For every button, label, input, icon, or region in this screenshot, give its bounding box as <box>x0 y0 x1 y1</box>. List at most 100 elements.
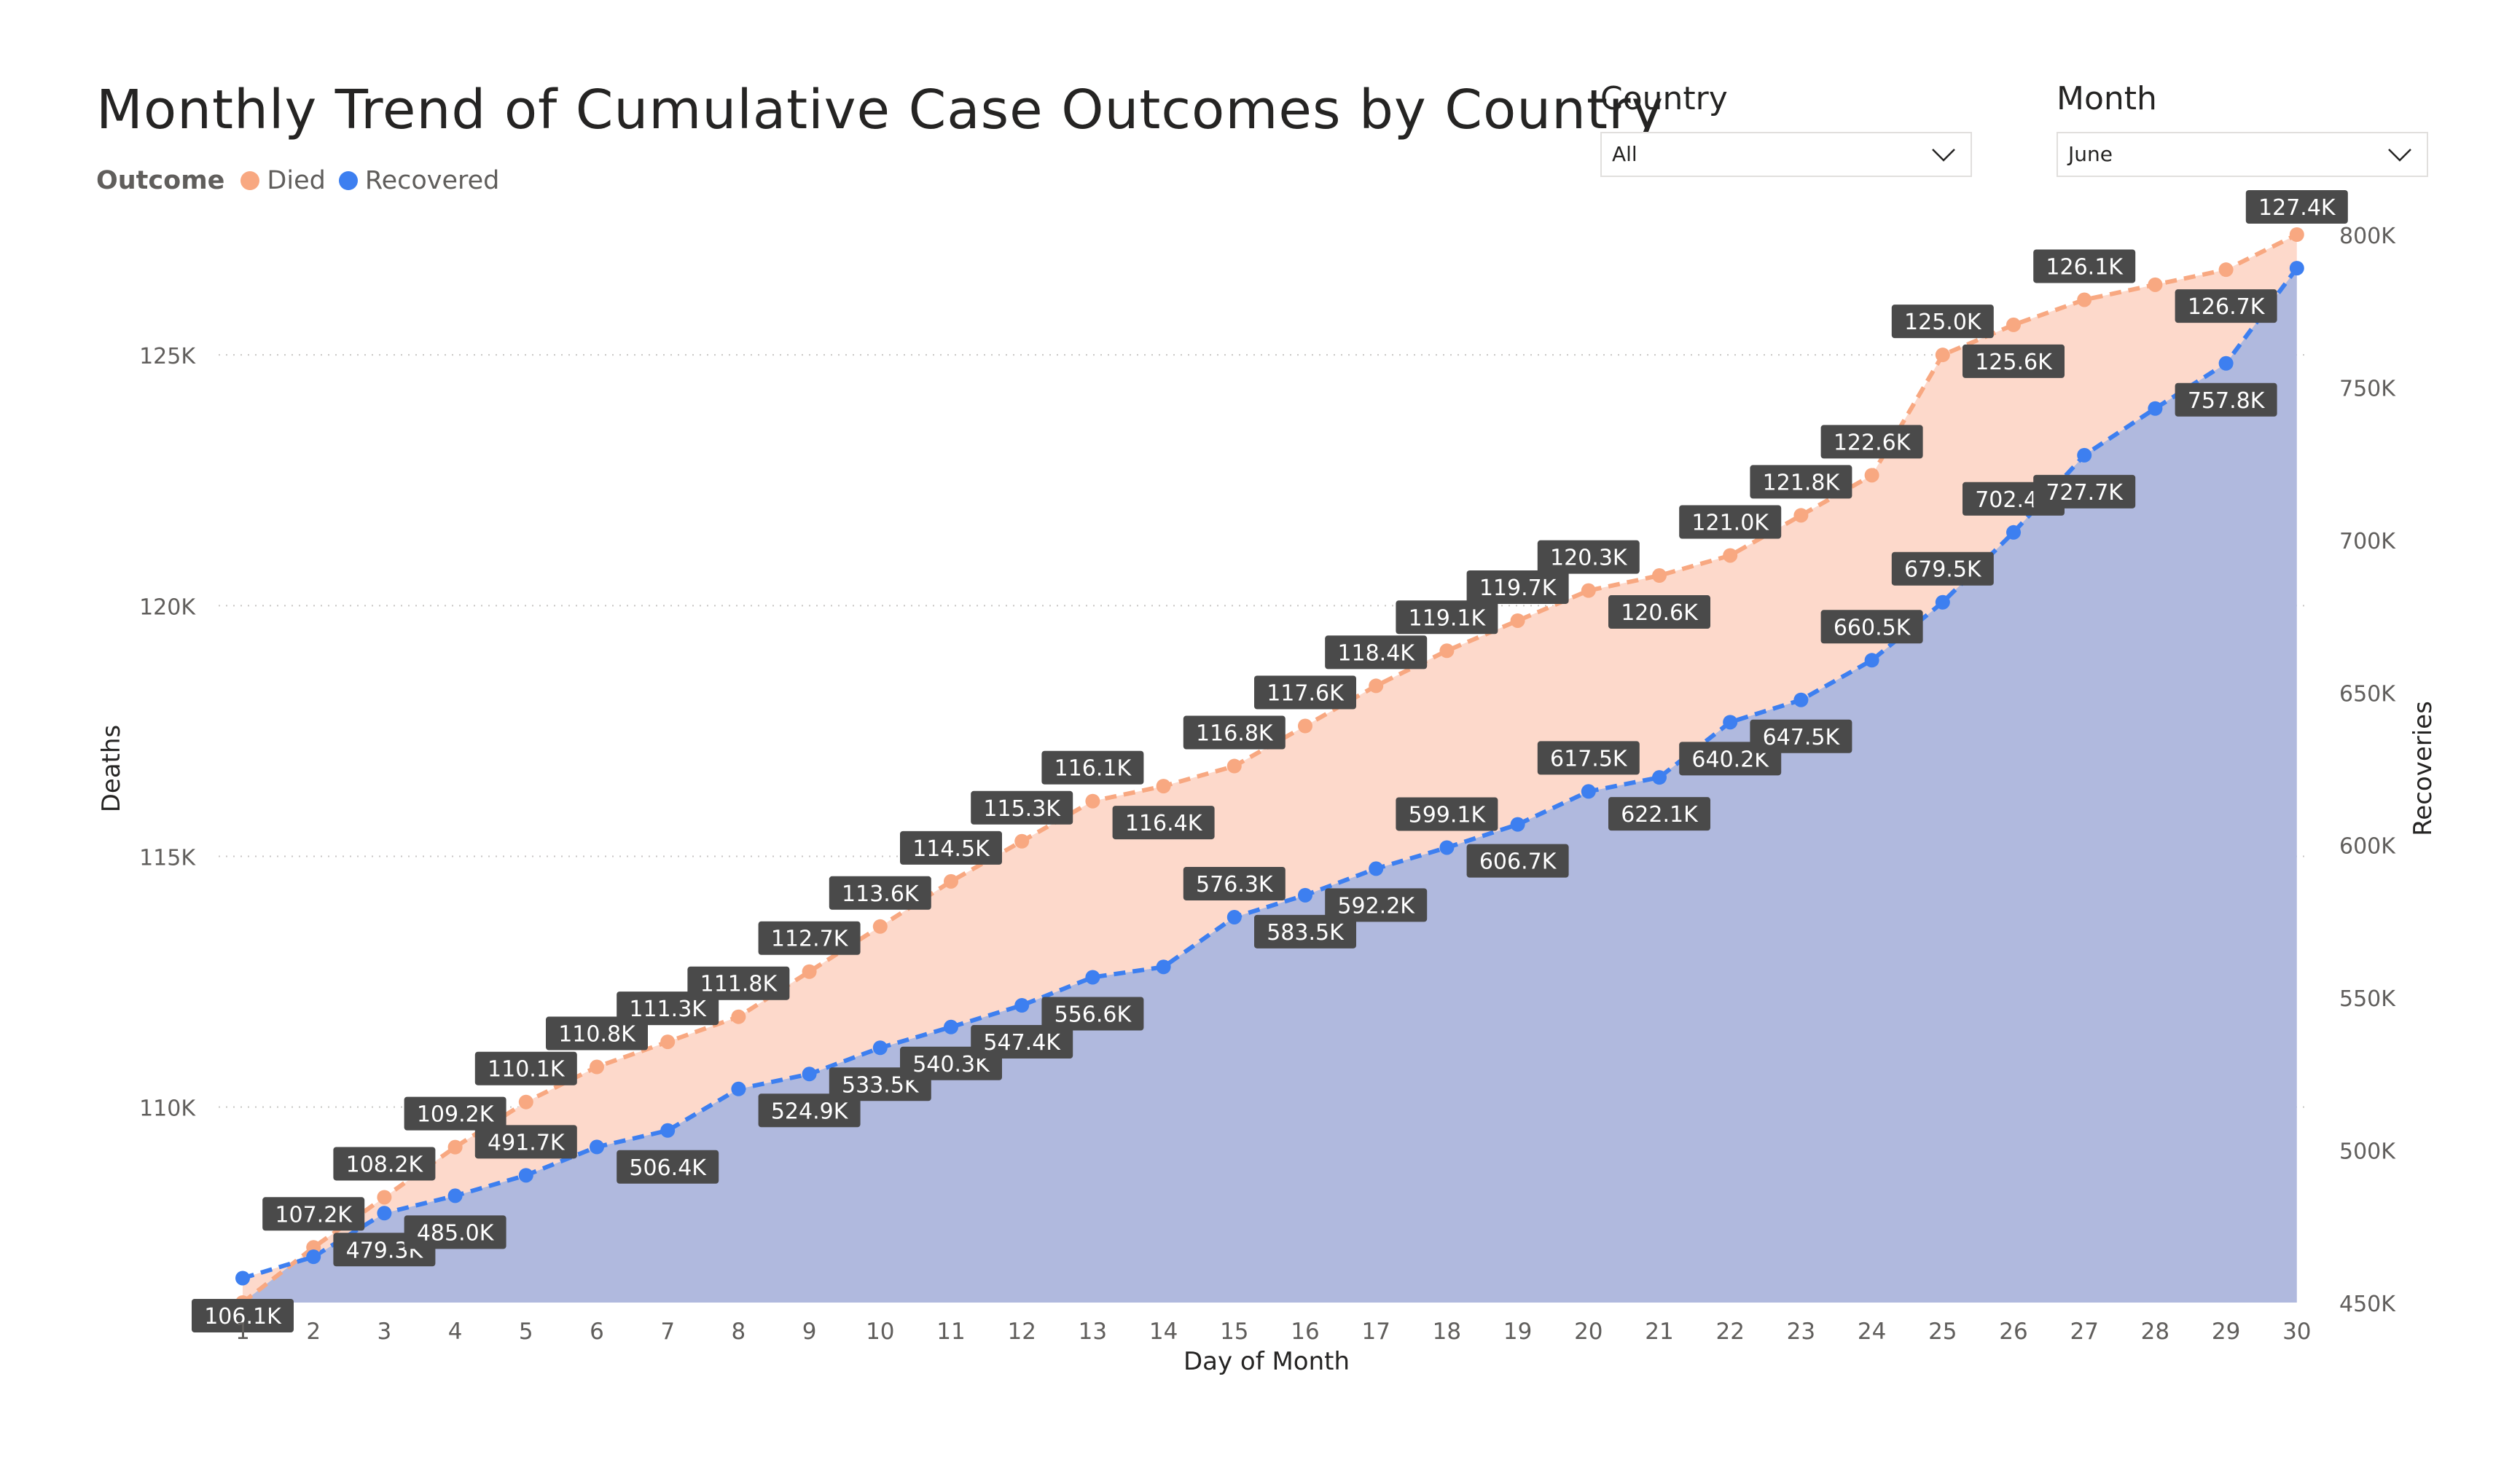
x-axis-title: Day of Month <box>1183 1347 1350 1376</box>
died-point <box>1652 568 1667 584</box>
data-label-text: 556.6K <box>1054 1002 1132 1027</box>
died-data-label: 127.4K <box>2245 190 2348 224</box>
data-label-bg <box>1537 540 1640 574</box>
x-tick-label: 17 <box>1361 1319 1390 1345</box>
x-tick-label: 23 <box>1787 1319 1815 1345</box>
recovered-point <box>447 1188 463 1203</box>
recovered-point <box>590 1139 604 1155</box>
data-label-bg <box>1396 600 1498 635</box>
x-tick-label: 3 <box>377 1319 392 1345</box>
died-point <box>2148 277 2163 292</box>
data-label-text: 506.4K <box>629 1155 707 1181</box>
recovered-point <box>1510 817 1525 832</box>
country-slicer-title: Country <box>1600 80 1728 117</box>
recovered-point <box>1864 653 1879 668</box>
died-data-label: 116.8K <box>1183 715 1286 750</box>
data-label-text: 757.8K <box>2188 388 2266 414</box>
recovered-point <box>1439 840 1455 855</box>
data-label-text: 109.2K <box>417 1102 495 1128</box>
data-label-bg <box>1396 797 1498 831</box>
data-label-text: 121.0K <box>1691 510 1769 535</box>
died-point <box>1581 583 1596 598</box>
recovered-area <box>243 268 2297 1303</box>
right-tick-label: 450K <box>2339 1292 2396 1317</box>
died-data-label: 126.7K <box>2175 289 2277 323</box>
data-label-text: 111.3K <box>629 997 707 1022</box>
died-data-label: 122.6K <box>1820 425 1923 459</box>
x-tick-label: 18 <box>1433 1319 1461 1345</box>
chevron-down-icon <box>2388 149 2411 162</box>
x-tick-label: 20 <box>1574 1319 1603 1345</box>
data-label-bg <box>1041 750 1144 785</box>
died-data-label: 111.8K <box>687 966 790 1000</box>
data-label-bg <box>1254 914 1356 949</box>
recovered-point <box>1085 970 1100 985</box>
x-tick-label: 22 <box>1715 1319 1744 1345</box>
data-label-bg <box>1963 344 2065 378</box>
data-label-bg <box>1679 505 1782 539</box>
data-label-bg <box>1466 570 1569 604</box>
recovered-data-label: 727.7K <box>2033 474 2136 508</box>
data-label-bg <box>1608 595 1710 629</box>
legend-item-recovered[interactable]: Recovered <box>338 166 499 195</box>
recovered-point <box>1935 594 1950 610</box>
x-tick-label: 29 <box>2212 1319 2240 1345</box>
country-slicer: Country All <box>1600 80 1972 177</box>
died-data-label: 119.7K <box>1466 570 1569 604</box>
right-tick-label: 700K <box>2339 529 2396 554</box>
data-label-bg <box>1183 715 1286 750</box>
x-tick-label: 15 <box>1220 1319 1248 1345</box>
recovered-point <box>1156 959 1171 975</box>
recovered-line <box>242 267 2299 1281</box>
died-point <box>944 873 958 889</box>
recovered-point <box>660 1123 676 1138</box>
right-tick-label: 650K <box>2339 681 2396 707</box>
legend: Outcome Died Recovered <box>96 166 512 195</box>
data-label-bg <box>262 1197 365 1231</box>
recovered-point <box>1652 770 1667 785</box>
data-label-text: 679.5K <box>1904 557 1982 583</box>
data-label-text: 121.8K <box>1763 470 1841 495</box>
died-point <box>2006 317 2021 332</box>
recovered-point <box>377 1206 392 1221</box>
data-label-text: 617.5K <box>1550 746 1628 771</box>
left-tick-label: 115K <box>139 845 196 871</box>
recovered-point <box>1581 784 1596 799</box>
country-dropdown[interactable]: All <box>1600 132 1972 177</box>
data-label-bg <box>2175 382 2277 417</box>
data-label-bg <box>1750 719 1852 753</box>
died-data-label: 116.4K <box>1112 806 1215 840</box>
died-data-label: 118.4K <box>1325 635 1428 669</box>
data-label-bg <box>1112 806 1215 840</box>
data-label-text: 120.3K <box>1550 546 1628 571</box>
data-label-text: 108.2K <box>346 1152 424 1177</box>
died-point <box>802 964 817 979</box>
month-dropdown[interactable]: June <box>2057 132 2428 177</box>
data-label-bg <box>1325 635 1428 669</box>
legend-item-died[interactable]: Died <box>240 166 326 195</box>
data-label-bg <box>192 1299 294 1332</box>
right-tick-label: 500K <box>2339 1139 2396 1165</box>
data-label-text: 119.7K <box>1479 576 1557 601</box>
data-label-text: 107.2K <box>275 1202 353 1228</box>
data-label-bg <box>474 1051 577 1085</box>
data-label-text: 110.1K <box>488 1057 566 1083</box>
data-label-bg <box>900 830 1002 865</box>
data-label-bg <box>1891 305 1994 339</box>
died-point <box>1369 678 1384 694</box>
recovered-data-label: 491.7K <box>474 1125 577 1159</box>
x-tick-label: 11 <box>936 1319 965 1345</box>
recovered-point <box>2006 525 2021 540</box>
died-data-label: 114.5K <box>900 830 1002 865</box>
data-label-bg <box>758 921 861 955</box>
died-data-label: 113.6K <box>829 876 931 910</box>
data-label-text: 583.5K <box>1267 920 1345 946</box>
recovered-data-label: 556.6K <box>1041 997 1144 1031</box>
x-tick-label: 24 <box>1858 1319 1886 1345</box>
died-point <box>2218 262 2234 278</box>
data-label-text: 116.4K <box>1125 811 1203 836</box>
data-label-text: 576.3K <box>1196 872 1274 898</box>
data-label-text: 547.4K <box>983 1030 1061 1056</box>
recovered-point <box>518 1168 533 1183</box>
data-label-text: 119.1K <box>1409 605 1487 631</box>
